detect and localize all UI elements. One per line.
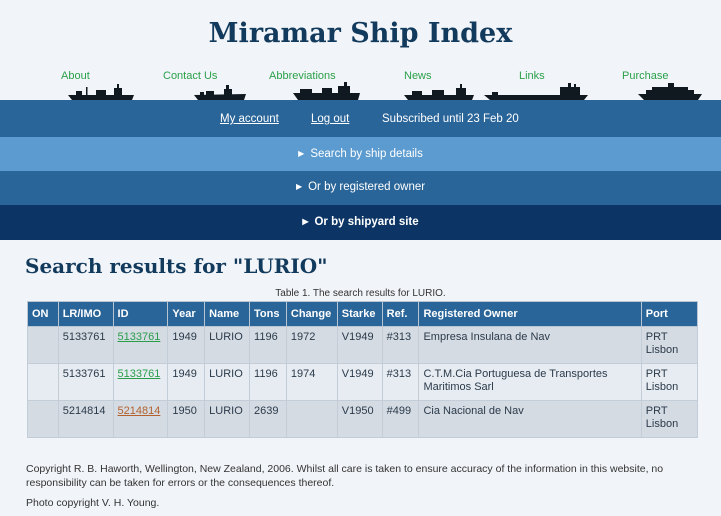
nav-contact-us[interactable]: Contact Us xyxy=(163,70,218,82)
cell-change: 1974 xyxy=(285,363,338,401)
cell-starke: V1950 xyxy=(336,400,383,438)
ship-silhouette-icon xyxy=(404,84,474,100)
table-caption: Table 1. The search results for LURIO. xyxy=(275,288,446,299)
triangle-right-icon: ▶ xyxy=(302,217,309,226)
ship-silhouette-icon xyxy=(194,85,246,100)
nav-about[interactable]: About xyxy=(61,70,90,82)
cell-name: LURIO xyxy=(204,363,251,401)
column-header[interactable]: Starke xyxy=(336,301,383,327)
cell-lr-imo: 5133761 xyxy=(57,363,114,401)
search-by-owner-bar[interactable]: ▶ Or by registered owner xyxy=(0,171,721,205)
cell-owner: C.T.M.Cia Portuguesa de Transportes Mari… xyxy=(418,363,642,401)
logout-link[interactable]: Log out xyxy=(311,113,350,125)
column-header[interactable]: Ref. xyxy=(381,301,420,327)
ship-id-link[interactable]: 5214814 xyxy=(117,405,161,417)
subscription-status: Subscribed until 23 Feb 20 xyxy=(382,113,519,125)
ship-silhouette-icon xyxy=(293,82,360,100)
cell-port: PRT Lisbon xyxy=(640,363,699,401)
results-heading: Search results for "LURIO" xyxy=(25,254,328,278)
ship-id-link[interactable]: 5133761 xyxy=(117,331,161,343)
cell-year: 1949 xyxy=(167,326,206,364)
my-account-link[interactable]: My account xyxy=(220,113,279,125)
table-header-row: ON LR/IMO ID Year Name Tons Change Stark… xyxy=(27,301,699,327)
nav-purchase[interactable]: Purchase xyxy=(622,70,669,82)
cell-ref: #499 xyxy=(381,400,420,438)
cell-id: 5133761 xyxy=(112,363,169,401)
cell-owner: Cia Nacional de Nav xyxy=(418,400,642,438)
cell-starke: V1949 xyxy=(336,363,383,401)
column-header[interactable]: ID xyxy=(112,301,169,327)
results-table: ON LR/IMO ID Year Name Tons Change Stark… xyxy=(27,301,699,438)
cell-on xyxy=(27,400,59,438)
column-header[interactable]: Change xyxy=(285,301,338,327)
column-header[interactable]: ON xyxy=(27,301,59,327)
port-code: PRT xyxy=(645,331,668,343)
cell-year: 1949 xyxy=(167,363,206,401)
column-header[interactable]: Name xyxy=(204,301,251,327)
cell-change: 1972 xyxy=(285,326,338,364)
ship-id-link[interactable]: 5133761 xyxy=(117,368,161,380)
column-header[interactable]: Tons xyxy=(249,301,287,327)
table-row: 5133761 5133761 1949 LURIO 1196 1974 V19… xyxy=(27,363,699,401)
cell-on xyxy=(27,363,59,401)
cell-year: 1950 xyxy=(167,400,206,438)
cell-id: 5214814 xyxy=(112,400,169,438)
port-name: Lisbon xyxy=(645,418,679,430)
column-header[interactable]: LR/IMO xyxy=(57,301,114,327)
cell-name: LURIO xyxy=(204,326,251,364)
site-title: Miramar Ship Index xyxy=(208,18,513,49)
cell-tons: 1196 xyxy=(249,326,287,364)
cell-name: LURIO xyxy=(204,400,251,438)
footer: Copyright R. B. Haworth, Wellington, New… xyxy=(26,462,706,516)
table-row: 5133761 5133761 1949 LURIO 1196 1972 V19… xyxy=(27,326,699,364)
search-by-shipyard-bar[interactable]: ▶ Or by shipyard site xyxy=(0,205,721,240)
ship-silhouette-icon xyxy=(484,83,588,100)
nav-abbreviations[interactable]: Abbreviations xyxy=(269,70,336,82)
table-row: 5214814 5214814 1950 LURIO 2639 V1950 #4… xyxy=(27,400,699,438)
nav-links[interactable]: Links xyxy=(519,70,545,82)
cell-ref: #313 xyxy=(381,326,420,364)
ship-silhouette-icon xyxy=(638,83,702,100)
cell-on xyxy=(27,326,59,364)
cell-starke: V1949 xyxy=(336,326,383,364)
column-header[interactable]: Port xyxy=(640,301,699,327)
cell-port: PRT Lisbon xyxy=(640,326,699,364)
port-name: Lisbon xyxy=(645,381,679,393)
search-by-shipyard-label: Or by shipyard site xyxy=(314,216,419,228)
copyright-notice: Copyright R. B. Haworth, Wellington, New… xyxy=(26,463,664,489)
cell-tons: 2639 xyxy=(249,400,287,438)
port-code: PRT xyxy=(645,368,668,380)
ship-silhouette-icon xyxy=(68,84,134,100)
cell-change xyxy=(285,400,338,438)
triangle-right-icon: ▶ xyxy=(295,182,303,191)
cell-lr-imo: 5214814 xyxy=(57,400,114,438)
cell-id: 5133761 xyxy=(112,326,169,364)
cell-ref: #313 xyxy=(381,363,420,401)
column-header[interactable]: Registered Owner xyxy=(418,301,642,327)
nav-news[interactable]: News xyxy=(404,70,432,82)
ship-silhouettes-banner xyxy=(68,82,702,100)
port-name: Lisbon xyxy=(645,344,679,356)
column-header[interactable]: Year xyxy=(167,301,206,327)
cell-tons: 1196 xyxy=(249,363,287,401)
port-code: PRT xyxy=(645,405,668,417)
triangle-right-icon: ▶ xyxy=(298,149,305,158)
search-by-ship-bar[interactable]: ▶ Search by ship details xyxy=(0,137,721,171)
search-by-ship-label: Search by ship details xyxy=(310,148,423,160)
photo-credit: Photo copyright V. H. Young. xyxy=(26,497,160,509)
search-by-owner-label: Or by registered owner xyxy=(308,181,426,193)
account-bar: My account Log out Subscribed until 23 F… xyxy=(0,100,721,137)
top-navigation: About Contact Us Abbreviations News Link… xyxy=(0,70,721,84)
cell-owner: Empresa Insulana de Nav xyxy=(418,326,642,364)
cell-lr-imo: 5133761 xyxy=(57,326,114,364)
cell-port: PRT Lisbon xyxy=(640,400,699,438)
